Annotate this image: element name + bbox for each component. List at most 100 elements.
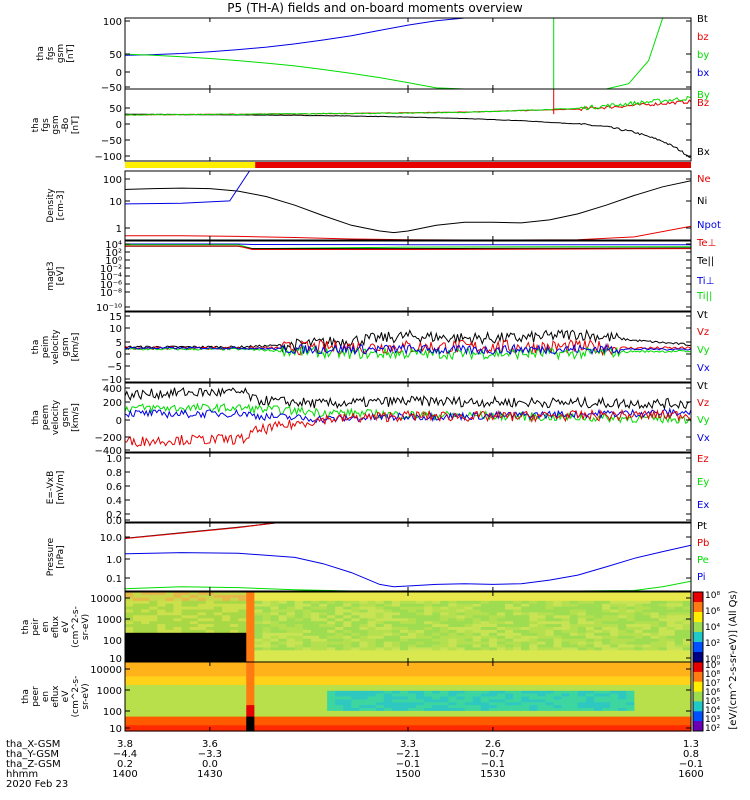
heatmap-cell — [311, 696, 320, 700]
heatmap-cell — [674, 594, 684, 599]
heatmap-cell — [545, 632, 555, 637]
heatmap-cell — [424, 728, 433, 732]
heatmap-cell — [213, 621, 223, 625]
heatmap-cell — [399, 644, 409, 648]
heatmap-cell — [246, 650, 255, 654]
heatmap-cell — [488, 609, 498, 613]
heatmap-cell — [302, 693, 312, 698]
heatmap-cell — [302, 682, 312, 686]
heatmap-cell — [432, 676, 441, 680]
heatmap-cell — [634, 647, 644, 651]
heatmap-cell — [408, 699, 417, 703]
heatmap-cell — [529, 638, 538, 643]
heatmap-cell — [319, 670, 328, 675]
heatmap-cell — [125, 653, 134, 657]
heatmap-cell — [577, 708, 587, 712]
heatmap-cell — [222, 635, 231, 640]
heatmap-cell — [416, 653, 425, 657]
heatmap-cell — [327, 679, 336, 683]
heatmap-cell — [278, 725, 288, 729]
heatmap-cell — [505, 705, 514, 709]
heatmap-cell — [464, 713, 474, 718]
heatmap-cell — [165, 682, 175, 686]
heatmap-cell — [472, 693, 482, 698]
heatmap-cell — [456, 624, 466, 628]
heatmap-cell — [278, 699, 288, 703]
heatmap-cell — [213, 685, 223, 689]
heatmap-cell — [456, 708, 466, 712]
heatmap-cell — [222, 699, 231, 703]
heatmap-cell — [505, 722, 514, 726]
heatmap-cell — [133, 708, 142, 712]
heatmap-cell — [181, 627, 191, 631]
heatmap-cell — [529, 676, 538, 680]
heatmap-cell — [658, 670, 668, 675]
heatmap-cell — [133, 662, 142, 666]
heatmap-cell — [173, 667, 183, 672]
heatmap-cell — [327, 673, 336, 677]
heatmap-cell — [302, 621, 312, 625]
heatmap-cell — [213, 693, 223, 698]
heatmap-cell — [278, 609, 288, 613]
y-axis-label-line: tha — [21, 689, 31, 704]
heatmap-cell — [213, 687, 223, 692]
heatmap-cell — [270, 638, 280, 643]
heatmap-cell — [488, 627, 498, 631]
heatmap-cell — [634, 597, 644, 602]
heatmap-cell — [513, 682, 522, 686]
heatmap-cell — [505, 699, 514, 703]
heatmap-cell — [213, 696, 223, 700]
heatmap-cell — [577, 722, 587, 726]
heatmap-cell — [157, 670, 166, 675]
heatmap-cell — [440, 621, 449, 625]
heatmap-cell — [594, 685, 603, 689]
heatmap-cell — [505, 682, 514, 686]
heatmap-cell — [537, 659, 547, 663]
heatmap-cell — [440, 624, 449, 628]
heatmap-cell — [157, 676, 166, 680]
heatmap-cell — [682, 662, 692, 666]
heatmap-cell — [496, 708, 506, 712]
heatmap-cell — [642, 606, 652, 611]
heatmap-cell — [537, 667, 547, 672]
heatmap-cell — [270, 687, 280, 692]
heatmap-cell — [391, 725, 401, 729]
heatmap-cell — [682, 699, 692, 703]
heatmap-cell — [521, 728, 530, 732]
heatmap-cell — [311, 650, 320, 654]
heatmap-cell — [294, 600, 304, 605]
heatmap-cell — [585, 696, 595, 700]
heatmap-cell — [585, 705, 595, 709]
heatmap-cell — [141, 603, 150, 608]
heatmap-cell — [222, 656, 231, 660]
x-axis-value: 1400 — [112, 769, 137, 780]
heatmap-cell — [399, 693, 409, 698]
heatmap-cell — [383, 685, 393, 689]
heatmap-cell — [375, 629, 385, 634]
heatmap-cell — [602, 699, 611, 703]
heatmap-cell — [254, 615, 264, 619]
heatmap-cell — [262, 612, 272, 616]
heatmap-cell — [302, 687, 312, 692]
heatmap-cell — [674, 603, 684, 608]
heatmap-cell — [545, 647, 555, 651]
heatmap-cell — [594, 664, 603, 669]
heatmap-cell — [173, 629, 183, 634]
heatmap-cell — [343, 635, 352, 640]
heatmap-cell — [602, 676, 611, 680]
heatmap-cell — [246, 615, 255, 619]
heatmap-cell — [238, 597, 247, 602]
heatmap-cell — [594, 647, 603, 651]
heatmap-cell — [537, 612, 547, 616]
heatmap-cell — [294, 656, 304, 660]
heatmap-cell — [173, 708, 183, 712]
heatmap-cell — [181, 603, 191, 608]
heatmap-cell — [658, 702, 668, 706]
heatmap-cell — [488, 638, 498, 643]
heatmap-cell — [335, 609, 344, 613]
heatmap-cell — [658, 693, 668, 698]
heatmap-cell — [456, 603, 466, 608]
heatmap-cell — [594, 629, 603, 634]
heatmap-cell — [149, 690, 158, 695]
